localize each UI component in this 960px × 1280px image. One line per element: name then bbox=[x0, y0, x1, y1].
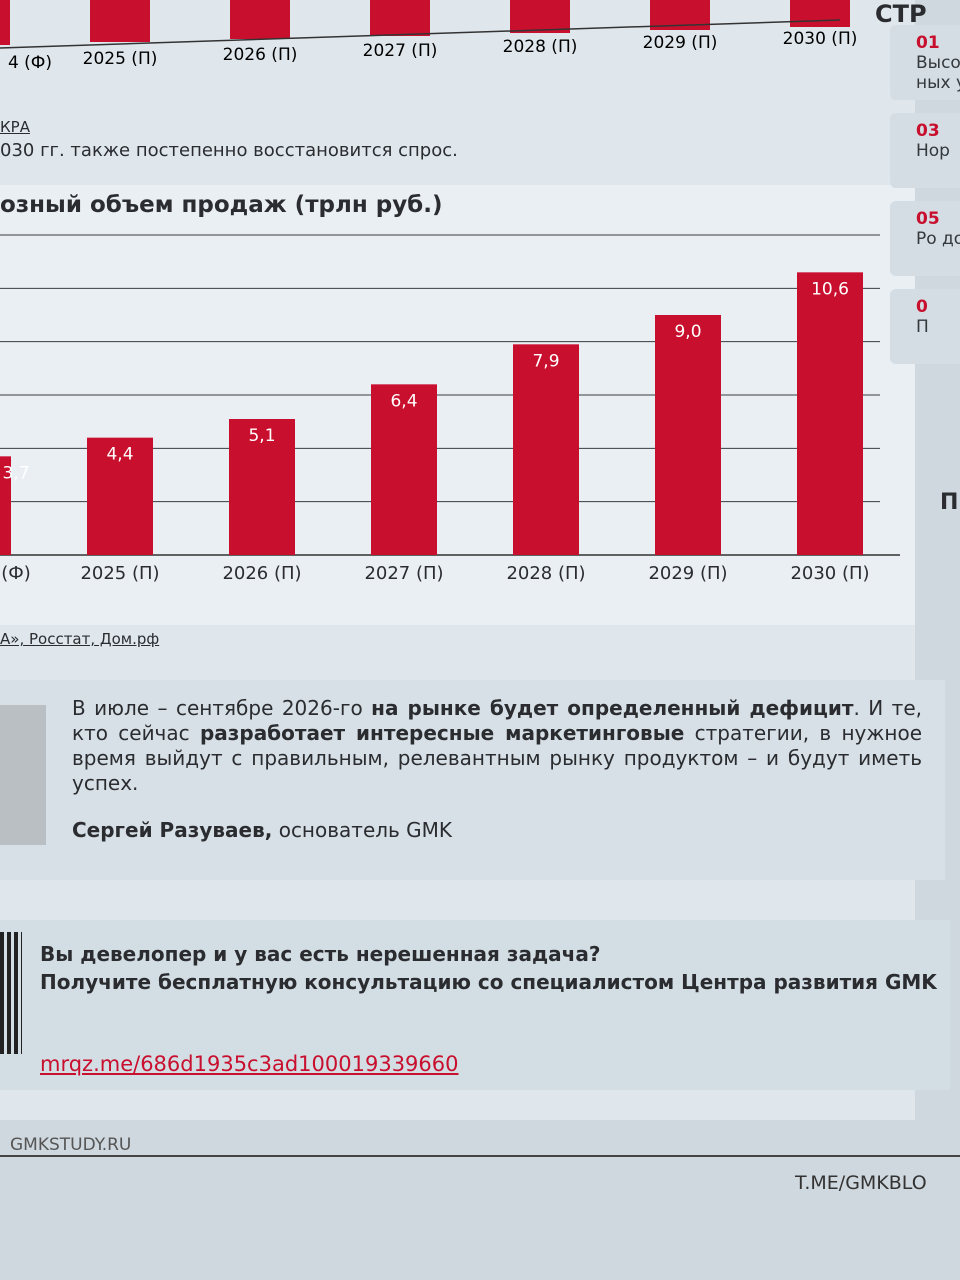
sidebar-text: Высо ных у bbox=[916, 53, 960, 93]
x-tick-label: 2025 (П) bbox=[80, 563, 159, 584]
cta-text: Вы девелопер и у вас есть нерешенная зад… bbox=[40, 940, 937, 996]
quote-text: стратегии, в нужное время выйдут с прави… bbox=[72, 721, 922, 795]
quote-bold: разработает интересные маркетинговые bbox=[199, 721, 685, 745]
sidebar-header: СТР bbox=[875, 0, 927, 28]
bar bbox=[797, 272, 863, 555]
quote-bold: на рынке будет определенный дефицит bbox=[371, 696, 854, 720]
chart: 4 (Ф) 2025 (П) 2026 (П) 2027 (П) 2028 (П) 202… bbox=[0, 0, 900, 584]
chart-source: А», Росстат, Дом.рф bbox=[0, 630, 160, 648]
top-x-label: 4 (Ф) bbox=[8, 53, 52, 73]
top-bar-stub bbox=[90, 0, 150, 42]
sidebar-text: Ро до bbox=[916, 229, 960, 249]
footer-site: GMKSTUDY.RU bbox=[10, 1135, 132, 1155]
cta-link[interactable]: mrqz.me/686d1935c3ad100019339660 bbox=[40, 1052, 459, 1076]
quote-text: В июле – сентябре 2026-го bbox=[72, 696, 372, 720]
quote: В июле – сентябре 2026-го на рынке будет… bbox=[72, 696, 922, 843]
top-bar-stub bbox=[790, 0, 850, 27]
x-tick-label: 2026 (П) bbox=[222, 563, 301, 584]
sidebar-letter: П bbox=[940, 490, 959, 515]
footer-rule bbox=[0, 1155, 960, 1157]
value-label: 4,4 bbox=[106, 445, 133, 465]
footer-channel: T.ME/GMKBLO bbox=[795, 1172, 927, 1194]
sidebar-num: 05 bbox=[916, 209, 940, 229]
value-label: 6,4 bbox=[390, 391, 417, 411]
top-x-label: 2030 (П) bbox=[783, 29, 858, 49]
top-x-label: 2028 (П) bbox=[503, 37, 578, 57]
bar bbox=[0, 456, 11, 555]
bar bbox=[87, 437, 153, 555]
x-tick-label: 2030 (П) bbox=[790, 563, 869, 584]
top-x-label: 2027 (П) bbox=[363, 41, 438, 61]
top-bar-stub bbox=[230, 0, 290, 39]
quote-author: Сергей Разуваев, bbox=[72, 818, 273, 842]
bar bbox=[229, 419, 295, 555]
top-bar-stub bbox=[370, 0, 430, 36]
bar bbox=[371, 384, 437, 555]
top-x-label: 2026 (П) bbox=[223, 45, 298, 65]
sidebar-text: П bbox=[916, 317, 929, 337]
intro: 030 гг. также постепенно восстановится с… bbox=[0, 140, 458, 161]
sidebar-num: 0 bbox=[916, 297, 928, 317]
qr-code bbox=[0, 932, 22, 1054]
author-photo bbox=[0, 705, 46, 845]
quote-role: основатель GMK bbox=[272, 818, 453, 842]
x-tick-label: 2027 (П) bbox=[364, 563, 443, 584]
x-tick-label: 2029 (П) bbox=[648, 563, 727, 584]
bar bbox=[513, 344, 579, 555]
top-bar-stub bbox=[0, 0, 10, 45]
value-label: 9,0 bbox=[674, 322, 701, 342]
value-label: 7,9 bbox=[532, 351, 559, 371]
cta-panel bbox=[0, 920, 950, 1090]
quote-text: . И те, кто сейчас bbox=[72, 696, 922, 745]
value-label: 5,1 bbox=[248, 426, 275, 446]
value-label: 3,7 bbox=[2, 463, 29, 483]
sidebar-item: 03 Нор bbox=[890, 113, 960, 188]
x-tick-label: 2028 (П) bbox=[506, 563, 585, 584]
top-x-label: 2025 (П) bbox=[83, 49, 158, 69]
top-axis bbox=[0, 19, 841, 49]
bar bbox=[655, 315, 721, 555]
cta-offer: Получите бесплатную консультацию со спец… bbox=[40, 970, 937, 994]
sidebar-num: 01 bbox=[916, 33, 940, 53]
value-label: 10,6 bbox=[811, 279, 849, 299]
sidebar-item: 05 Ро до bbox=[890, 201, 960, 276]
top-source: КРА bbox=[0, 118, 30, 136]
chart-title: озный объем продаж (трлн руб.) bbox=[0, 192, 443, 218]
top-bar-stub bbox=[510, 0, 570, 33]
x-tick-label: (Ф) bbox=[1, 563, 31, 584]
top-x-label: 2029 (П) bbox=[643, 33, 718, 53]
sidebar-text: Нор bbox=[916, 141, 950, 161]
sidebar-num: 03 bbox=[916, 121, 940, 141]
cta-question: Вы девелопер и у вас есть нерешенная зад… bbox=[40, 942, 601, 966]
quote-panel bbox=[0, 680, 945, 880]
